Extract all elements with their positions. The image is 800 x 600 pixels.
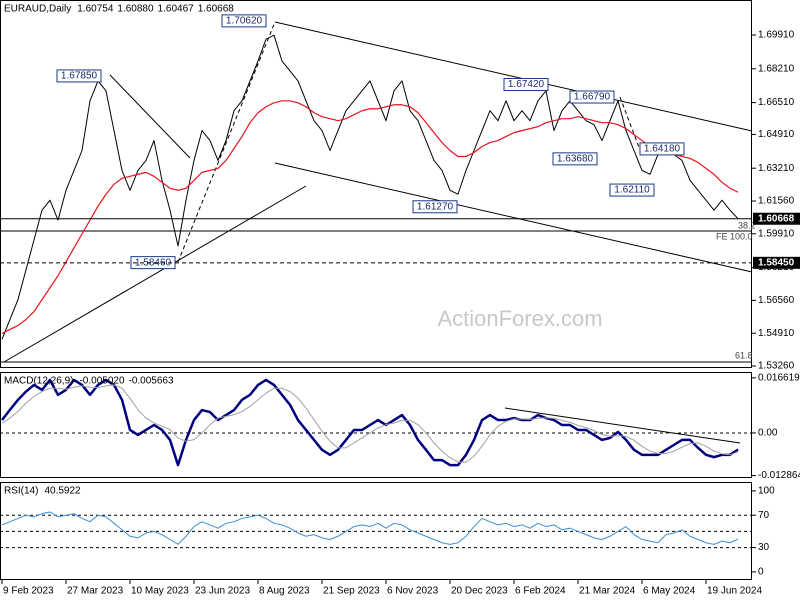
x-tick-label: 6 Nov 2023 [387, 586, 439, 597]
annotation-label: 1.58460 [135, 257, 172, 268]
panel-title: EURAUD,Daily [4, 4, 71, 15]
header-value: -0.005020 [79, 376, 124, 387]
annotation-label: 1.64180 [644, 144, 681, 155]
header-value: 1.60880 [117, 4, 154, 15]
annotation-box [503, 77, 549, 91]
y-tick-label: 0.00 [758, 428, 778, 439]
series-line [1, 378, 739, 467]
y-tick-label: 0.016619 [758, 373, 800, 384]
price-tag-label: 1.60668 [758, 213, 795, 224]
y-tick-label: 1.64910 [758, 129, 795, 140]
y-tick-label: 1.69910 [758, 30, 795, 41]
x-tick-label: 9 Feb 2023 [3, 586, 54, 597]
header-value: -0.005663 [129, 376, 174, 387]
x-tick-label: 21 Mar 2024 [579, 586, 636, 597]
level-label: 38.2 [738, 220, 756, 230]
y-tick-label: 0 [758, 567, 764, 578]
header-value: 40.5922 [44, 486, 81, 497]
panel-title: RSI(14) [4, 486, 38, 497]
trend-line [109, 74, 191, 159]
macd-frame [0, 372, 752, 478]
channel-line [274, 21, 753, 132]
annotation-box [552, 152, 598, 166]
price-frame [0, 0, 752, 368]
y-tick-label: 1.54910 [758, 328, 795, 339]
annotation-label: 1.63680 [557, 153, 594, 164]
x-tick-label: 23 Jun 2023 [195, 586, 250, 597]
annotation-box [412, 200, 458, 214]
level-label: 61.8 [735, 350, 753, 360]
annotation-box [639, 142, 685, 156]
annotation-label: 1.61270 [417, 201, 454, 212]
x-tick-label: 10 May 2023 [131, 586, 189, 597]
x-tick-label: 21 Sep 2023 [323, 586, 380, 597]
price-tag [753, 256, 800, 269]
y-tick-label: 1.59910 [758, 228, 795, 239]
x-tick-label: 8 Aug 2023 [259, 586, 310, 597]
series-line [1, 34, 739, 340]
x-tick-label: 6 Feb 2024 [515, 586, 566, 597]
header-value: 1.60754 [77, 4, 114, 15]
price-tag [753, 212, 800, 225]
y-tick-label: 1.68210 [758, 63, 795, 74]
y-tick-label: 1.63210 [758, 163, 795, 174]
y-tick-label: 70 [758, 510, 770, 521]
y-tick-label: 1.53260 [758, 361, 795, 372]
watermark: ActionForex.com [437, 306, 602, 331]
x-tick-label: 20 Dec 2023 [451, 586, 508, 597]
y-tick-label: 30 [758, 542, 770, 553]
y-tick-label: 100 [758, 486, 775, 497]
annotation-label: 1.67420 [508, 79, 545, 90]
x-tick-label: 27 Mar 2023 [67, 586, 124, 597]
x-tick-label: 6 May 2024 [643, 586, 696, 597]
annotation-box [56, 69, 102, 83]
y-tick-label: 1.61560 [758, 196, 795, 207]
price-tag-label: 1.58450 [758, 257, 795, 268]
trend-line [3, 185, 307, 363]
y-tick-label: -0.012864 [758, 470, 800, 481]
annotation-box [609, 183, 655, 197]
annotation-box [221, 14, 267, 28]
y-tick-label: 1.56560 [758, 295, 795, 306]
x-tick-label: 19 Jun 2024 [707, 586, 762, 597]
level-label: FE 100.0 [716, 231, 753, 241]
annotation-label: 1.67850 [61, 71, 98, 82]
annotation-label: 1.62110 [614, 185, 650, 196]
header-value: 1.60668 [198, 4, 235, 15]
macd-trend-line [504, 407, 741, 444]
series-line [1, 511, 739, 545]
header-value: 1.60467 [158, 4, 195, 15]
annotation-label: 1.70620 [226, 16, 263, 27]
annotation-box [569, 90, 615, 104]
series-line [1, 100, 739, 334]
panel-title: MACD(12,26,9) [4, 376, 73, 387]
series-line [1, 384, 739, 463]
channel-line [274, 162, 753, 273]
annotation-label: 1.66790 [574, 92, 611, 103]
trend-line [177, 21, 276, 263]
trend-line [619, 96, 641, 151]
y-tick-label: 1.66510 [758, 97, 795, 108]
